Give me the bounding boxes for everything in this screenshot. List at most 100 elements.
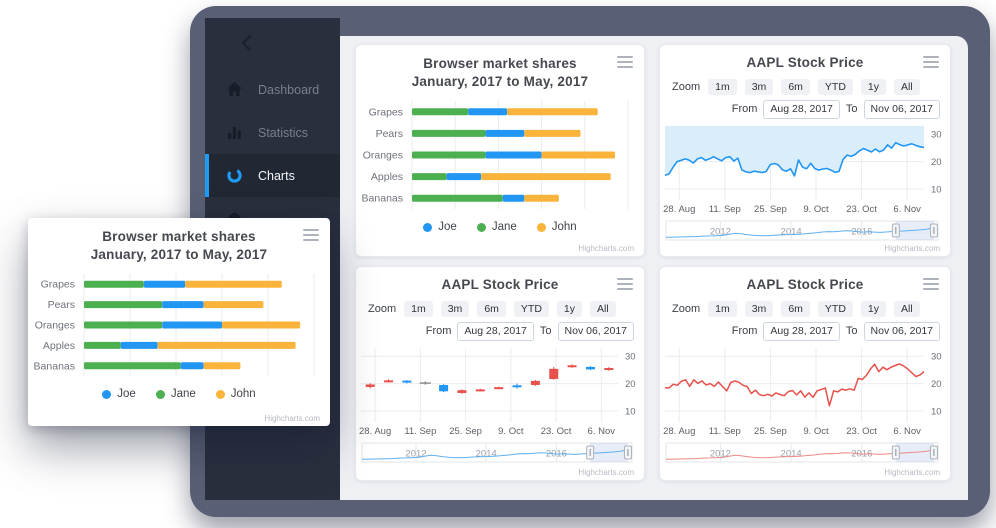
date-range-row: From Aug 28, 2017 To Nov 06, 2017 [660,321,950,341]
from-date-input[interactable]: Aug 28, 2017 [457,321,534,341]
zoom-button-1m[interactable]: 1m [708,300,737,317]
range-navigator[interactable]: 2012 2014 2016 [660,440,950,470]
chart-subtitle: January, 2017 to May, 2017 [90,247,268,262]
context-menu-icon[interactable] [617,56,633,71]
to-date-input[interactable]: Nov 06, 2017 [557,321,634,341]
date-range-row: From Aug 28, 2017 To Nov 06, 2017 [356,321,644,341]
zoom-button-all[interactable]: All [590,300,616,317]
svg-text:10: 10 [931,185,942,196]
svg-text:23. Oct: 23. Oct [541,426,572,437]
svg-text:20: 20 [931,379,942,390]
svg-text:9. Oct: 9. Oct [803,204,829,215]
legend-item-joe[interactable]: Joe [102,388,136,400]
context-menu-icon[interactable] [303,229,319,244]
svg-text:11. Sep: 11. Sep [404,426,436,437]
zoom-button-ytd[interactable]: YTD [513,300,549,317]
svg-text:6. Nov: 6. Nov [893,426,921,437]
sidebar-item-label: Charts [258,168,295,183]
svg-text:Grapes: Grapes [41,279,75,291]
svg-text:Oranges: Oranges [363,150,403,162]
zoom-button-1m[interactable]: 1m [708,78,737,95]
svg-text:Bananas: Bananas [34,360,75,372]
svg-text:11. Sep: 11. Sep [709,426,741,437]
legend-item-joe[interactable]: Joe [423,221,457,233]
range-navigator[interactable]: 2012 2014 2016 [356,440,644,470]
sidebar-item-charts[interactable]: Charts [205,154,340,197]
svg-text:20: 20 [625,379,636,390]
zoom-button-all[interactable]: All [894,78,920,95]
svg-text:2012: 2012 [405,449,426,460]
highcharts-credit-link[interactable]: Highcharts.com [578,244,634,253]
zoom-button-1m[interactable]: 1m [404,300,433,317]
svg-text:25. Sep: 25. Sep [754,426,787,437]
svg-text:23. Oct: 23. Oct [846,426,877,437]
home-icon [227,82,242,96]
chart-title: AAPL Stock Price [441,277,559,292]
svg-text:28. Aug: 28. Aug [663,426,695,437]
from-date-input[interactable]: Aug 28, 2017 [763,321,840,341]
svg-text:2012: 2012 [710,227,731,238]
to-date-input[interactable]: Nov 06, 2017 [863,321,940,341]
main-content: Browser market shares January, 2017 to M… [340,36,968,500]
highcharts-credit-link[interactable]: Highcharts.com [884,468,940,477]
svg-text:30: 30 [931,352,942,363]
svg-text:9. Oct: 9. Oct [803,426,829,437]
context-menu-icon[interactable] [923,278,939,293]
sidebar-item-label: Statistics [258,125,309,140]
from-label: From [731,325,758,337]
aapl-line-card: AAPL Stock Price Zoom 1m 3m 6m YTD 1y All Fro… [659,266,951,481]
legend-marker [215,389,225,399]
to-date-input[interactable]: Nov 06, 2017 [863,99,940,119]
context-menu-icon[interactable] [923,56,939,71]
zoom-button-1y[interactable]: 1y [556,300,582,317]
svg-text:25. Sep: 25. Sep [449,426,482,437]
legend-marker [102,389,112,399]
zoom-button-all[interactable]: All [894,300,920,317]
bar-chart: Grapes Pears Oranges Apples Bananas [356,97,644,215]
zoom-button-ytd[interactable]: YTD [817,300,853,317]
bar-chart: Grapes Pears Oranges Apples Bananas [28,270,330,382]
sidebar-item-dashboard[interactable]: Dashboard [205,68,340,111]
zoom-button-6m[interactable]: 6m [477,300,506,317]
zoom-buttons: 1m 3m 6m YTD 1y All [404,300,616,317]
zoom-button-1y[interactable]: 1y [860,300,886,317]
zoom-button-ytd[interactable]: YTD [817,78,853,95]
range-navigator[interactable]: 2012 2014 2016 [660,218,950,248]
zoom-button-3m[interactable]: 3m [744,78,774,95]
from-date-input[interactable]: Aug 28, 2017 [763,99,840,119]
svg-text:2014: 2014 [476,449,497,460]
context-menu-icon[interactable] [617,278,633,293]
svg-text:2012: 2012 [710,449,731,460]
svg-text:30: 30 [625,352,636,363]
legend-marker [536,222,546,232]
chevron-left-icon [241,34,252,52]
donut-icon [227,168,242,183]
legend-item-jane[interactable]: Jane [155,388,196,400]
highcharts-credit-link[interactable]: Highcharts.com [578,468,634,477]
zoom-buttons: 1m 3m 6m YTD 1y All [708,300,920,317]
legend-item-jane[interactable]: Jane [476,221,517,233]
zoom-button-6m[interactable]: 6m [781,300,810,317]
zoom-button-6m[interactable]: 6m [781,78,810,95]
zoom-buttons: 1m 3m 6m YTD 1y All [708,78,920,95]
legend-item-john[interactable]: John [536,221,577,233]
zoom-button-3m[interactable]: 3m [744,300,774,317]
zoom-label: Zoom [672,302,701,315]
svg-text:Pears: Pears [48,299,75,311]
legend-label: John [230,388,256,400]
svg-text:30: 30 [931,130,942,141]
zoom-button-3m[interactable]: 3m [440,300,470,317]
chart-title: AAPL Stock Price [746,277,864,292]
highcharts-credit-link[interactable]: Highcharts.com [884,244,940,253]
aapl-area-card: AAPL Stock Price Zoom 1m 3m 6m YTD 1y All Fro… [659,44,951,257]
back-button[interactable] [239,34,255,52]
highcharts-credit-link[interactable]: Highcharts.com [264,414,320,423]
legend-item-john[interactable]: John [215,388,256,400]
sidebar-item-statistics[interactable]: Statistics [205,111,340,154]
svg-text:20: 20 [931,157,942,168]
zoom-label: Zoom [672,80,701,93]
zoom-button-1y[interactable]: 1y [860,78,886,95]
svg-text:Grapes: Grapes [369,106,403,118]
chart-title: Browser market shares [423,56,577,71]
